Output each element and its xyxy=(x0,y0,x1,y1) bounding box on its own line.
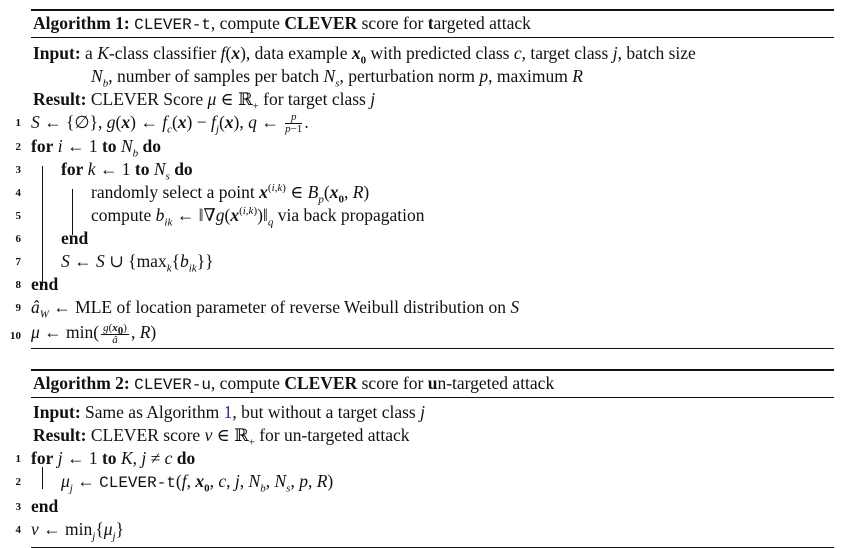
code-line: 10 μ ← min(g(x0) â, R) xyxy=(10,321,157,346)
code-line: 6 end xyxy=(15,228,89,249)
algorithm-2: Algorithm 2: CLEVER-u, compute CLEVER sc… xyxy=(15,369,834,548)
result-line: Result: CLEVER Score μ ∈ ℝ+ for target c… xyxy=(33,89,376,113)
input-line-continued: Nb, number of samples per batch Ns, pert… xyxy=(91,66,583,90)
bottom-rule xyxy=(31,348,834,350)
code-line: 2 μj ← CLEVER-t(f, x0, c, j, Nb, Ns, p, R… xyxy=(15,471,334,495)
code-line: 9 âW ← MLE of location parameter of rever… xyxy=(15,297,520,321)
input-line: Input: Same as Algorithm 1, but without … xyxy=(33,402,425,422)
algorithm-1-title: Algorithm 1: CLEVER-t, compute CLEVER sc… xyxy=(33,13,531,34)
top-rule xyxy=(31,9,834,11)
block-bar-outer xyxy=(42,166,43,286)
algorithm-1: Algorithm 1: CLEVER-t, compute CLEVER sc… xyxy=(10,9,834,350)
result-line: Result: CLEVER score ν ∈ ℝ+ for un-targe… xyxy=(33,425,410,449)
code-line: 2 for i ← 1 to Nb do xyxy=(15,136,161,160)
code-line: 8 end xyxy=(15,274,59,295)
block-bar-inner xyxy=(72,189,73,235)
code-line: 3 end xyxy=(15,496,59,516)
code-line: 3 for k ← 1 to Ns do xyxy=(15,159,193,183)
top-rule xyxy=(31,369,834,371)
code-line: 4 randomly select a point x(i,k) ∈ Bp(x0,… xyxy=(15,182,370,206)
input-line: Input: a K-class classifier f(x), data e… xyxy=(33,43,696,67)
code-line: 1 for j ← 1 to K, j ≠ c do xyxy=(15,448,196,468)
block-bar xyxy=(42,467,43,489)
code-line: 5 compute bik ← ‖∇g(x(i,k))‖q via back pr… xyxy=(15,205,425,229)
title-rule xyxy=(31,397,834,398)
title-rule xyxy=(31,37,834,38)
algorithm-2-title: Algorithm 2: CLEVER-u, compute CLEVER sc… xyxy=(33,373,555,394)
algorithm-reference-link[interactable]: 1 xyxy=(223,402,233,422)
